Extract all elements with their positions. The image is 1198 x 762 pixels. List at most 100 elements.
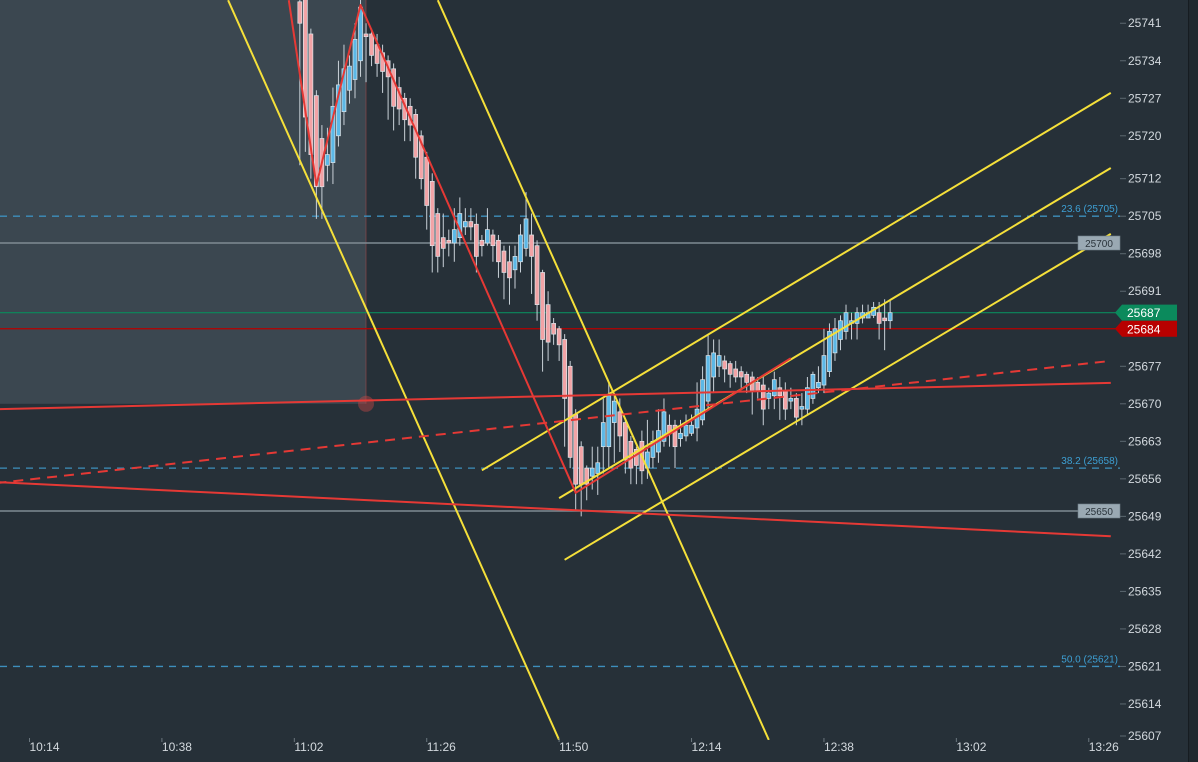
candle-down	[794, 398, 799, 418]
candle-down	[573, 414, 579, 485]
price-tick-label: 25741	[1128, 16, 1162, 30]
price-tick-label: 25656	[1128, 472, 1162, 486]
candle-down	[882, 317, 887, 322]
time-tick-label: 11:50	[559, 740, 588, 754]
horizontal-line-label-box	[1077, 503, 1121, 519]
candle-up	[595, 462, 601, 474]
candle-up	[523, 218, 529, 249]
candle-up	[678, 432, 683, 439]
price-tick-label: 25635	[1128, 584, 1162, 598]
candle-up	[352, 38, 358, 80]
yellow-trend-line[interactable]	[227, 0, 561, 740]
candle-up	[816, 382, 821, 389]
candle-down	[567, 365, 573, 458]
candle-up	[832, 328, 838, 354]
candle-down	[540, 272, 545, 340]
price-tick-label: 25677	[1128, 359, 1162, 373]
time-tick-label: 12:14	[692, 740, 722, 754]
yellow-trend-line[interactable]	[558, 167, 1112, 499]
candle-up	[711, 352, 716, 378]
candle-down	[369, 33, 374, 56]
candle-up	[821, 355, 827, 386]
candle-down	[490, 234, 496, 247]
candle-up	[689, 424, 694, 434]
time-tick-label: 11:02	[294, 740, 323, 754]
price-tick-label: 25614	[1128, 697, 1162, 711]
candle-up	[700, 379, 705, 421]
yellow-trend-line[interactable]	[436, 0, 770, 740]
horizontal-lines-layer: 23.6 (25705) 38.2 (25658) 50.0 (25621)	[0, 204, 1120, 668]
candle-down	[876, 312, 882, 324]
candle-up	[606, 395, 612, 448]
candle-down	[363, 33, 369, 37]
yellow-trend-line[interactable]	[564, 233, 1112, 561]
candle-down	[501, 250, 507, 273]
price-tick-label: 25698	[1128, 247, 1162, 261]
candle-down	[733, 368, 739, 378]
candle-down	[446, 239, 452, 244]
time-tick-label: 13:02	[956, 740, 986, 754]
price-marker-label: 25684	[1127, 322, 1161, 336]
candle-down	[297, 1, 303, 24]
candle-up	[611, 400, 617, 423]
candle-up	[330, 105, 336, 163]
red-trend-line[interactable]	[0, 381, 1111, 411]
candle-up	[766, 392, 772, 399]
horizontal-line-label-box	[1077, 235, 1121, 251]
zone-anchor-handle[interactable]	[358, 395, 375, 412]
price-tick-label: 25720	[1128, 129, 1162, 143]
candle-down	[468, 221, 474, 228]
time-tick-label: 10:14	[30, 740, 60, 754]
candle-up	[325, 154, 330, 166]
candle-up	[810, 373, 816, 399]
candle-up	[462, 221, 468, 228]
fib-level-label: 50.0 (25621)	[1061, 654, 1118, 665]
candle-down	[722, 360, 727, 370]
fib-level-label: 23.6 (25705)	[1061, 204, 1118, 215]
price-labels-layer: 25700 25650 25687 25684	[1077, 235, 1177, 519]
candle-down	[556, 328, 562, 346]
price-tick-label: 25628	[1128, 622, 1162, 636]
candle-up	[716, 355, 722, 367]
candle-up	[600, 422, 606, 448]
candle-up	[589, 467, 595, 477]
candle-down	[727, 363, 733, 375]
candle-down	[584, 467, 590, 485]
candle-down	[413, 114, 419, 158]
red-trend-line[interactable]	[0, 481, 1111, 538]
candle-down	[529, 234, 534, 257]
horizontal-line-label: 25700	[1085, 239, 1113, 250]
right-edge-strip	[1188, 0, 1198, 762]
candle-down	[314, 95, 319, 188]
candle-up	[358, 6, 363, 62]
candle-down	[578, 446, 584, 485]
price-tick-label: 25607	[1128, 729, 1162, 743]
candle-down	[622, 422, 628, 461]
price-marker-tag	[1115, 304, 1177, 321]
time-tick-label: 11:26	[427, 740, 456, 754]
candle-up	[512, 256, 518, 271]
candle-down	[418, 135, 424, 180]
candle-up	[887, 312, 893, 322]
candle-down	[755, 382, 761, 391]
axes-layer: 25741 25734 25727 25720 25712 25705 25698 25691…	[29, 16, 1162, 754]
candle-down	[634, 449, 639, 466]
red-trend-line[interactable]	[287, 0, 792, 494]
candle-down	[738, 371, 744, 378]
trend-lines-layer	[0, 0, 1112, 740]
candle-down	[562, 339, 567, 399]
price-tick-label: 25663	[1128, 434, 1162, 448]
time-tick-label: 12:38	[824, 740, 854, 754]
candle-up	[518, 234, 523, 263]
price-tick-label: 25621	[1128, 659, 1162, 673]
yellow-trend-line[interactable]	[481, 92, 1112, 472]
candle-up	[788, 398, 794, 402]
candle-down	[507, 261, 512, 279]
candle-down	[424, 156, 430, 206]
candle-down	[534, 245, 540, 305]
price-tick-label: 25727	[1128, 91, 1162, 105]
candle-up	[347, 65, 352, 91]
candle-down	[744, 373, 750, 383]
candle-up	[799, 406, 805, 410]
